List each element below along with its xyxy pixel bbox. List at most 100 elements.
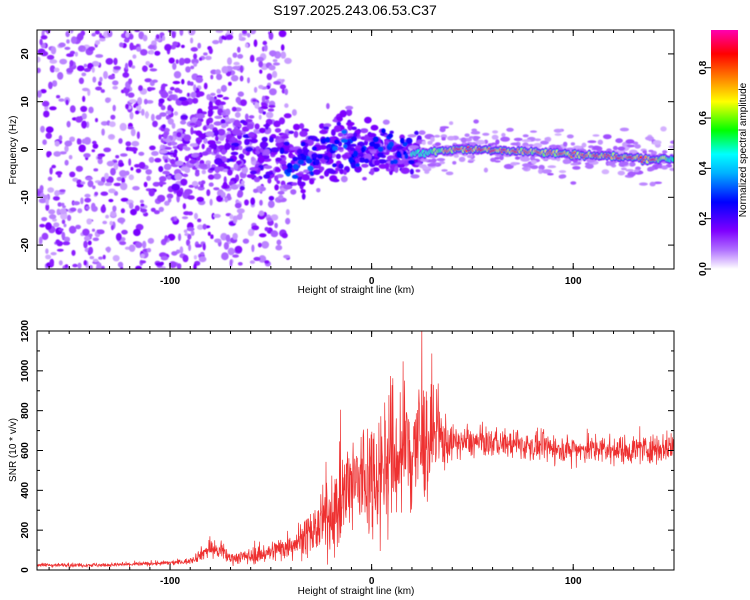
transition-speckle	[266, 111, 274, 119]
transition-speckle	[277, 190, 285, 195]
noise-speckle	[264, 260, 270, 264]
noise-speckle	[261, 95, 266, 103]
noise-speckle	[127, 92, 135, 98]
transition-speckle	[217, 128, 226, 136]
colorbar-tick-label: 0.2	[698, 211, 709, 225]
transition-speckle	[253, 188, 259, 193]
noise-speckle	[173, 71, 182, 79]
ridge-halo	[570, 181, 577, 185]
transition-speckle	[224, 142, 231, 150]
transition-peak	[292, 156, 299, 162]
noise-speckle	[272, 70, 278, 78]
transition-speckle	[171, 122, 176, 129]
noise-speckle	[201, 169, 206, 175]
transition-speckle	[234, 111, 241, 118]
noise-speckle	[167, 104, 173, 113]
noise-speckle	[125, 170, 130, 176]
noise-speckle	[210, 234, 214, 239]
noise-speckle	[128, 33, 134, 40]
noise-speckle	[221, 66, 229, 74]
noise-speckle	[268, 104, 276, 108]
ridge-halo	[494, 160, 501, 163]
transition-speckle	[319, 166, 325, 171]
noise-speckle	[84, 197, 92, 203]
noise-speckle	[96, 262, 102, 269]
noise-speckle	[115, 232, 122, 241]
noise-speckle	[205, 55, 212, 61]
ridge-inner	[671, 157, 674, 162]
noise-speckle	[247, 77, 250, 84]
transition-speckle	[191, 153, 199, 158]
noise-speckle	[50, 46, 57, 55]
noise-speckle	[178, 57, 185, 66]
noise-speckle	[261, 241, 270, 249]
transition-peak	[286, 168, 293, 173]
transition-speckle	[244, 138, 250, 146]
transition-speckle	[214, 115, 223, 120]
noise-speckle	[104, 172, 109, 180]
transition-speckle	[233, 119, 241, 127]
noise-speckle	[121, 229, 128, 235]
transition-speckle	[382, 119, 390, 125]
ridge-halo	[430, 136, 435, 142]
ridge-halo	[447, 135, 455, 141]
transition-speckle	[270, 147, 280, 153]
noise-speckle	[124, 246, 131, 250]
noise-speckle	[98, 256, 103, 260]
noise-speckle	[57, 173, 62, 178]
noise-speckle	[83, 137, 91, 145]
noise-speckle	[273, 80, 281, 85]
noise-speckle	[136, 46, 142, 52]
transition-speckle	[262, 111, 267, 115]
noise-speckle	[155, 114, 162, 120]
noise-speckle	[37, 67, 41, 74]
noise-speckle	[250, 197, 256, 206]
ridge-halo	[653, 181, 662, 185]
transition-speckle	[409, 168, 414, 175]
noise-speckle	[249, 30, 256, 35]
noise-speckle	[102, 254, 106, 260]
transition-speckle	[288, 130, 295, 134]
noise-speckle	[113, 182, 122, 187]
noise-speckle	[42, 139, 47, 145]
transition-speckle	[384, 162, 390, 170]
noise-speckle	[113, 162, 119, 171]
transition-speckle	[283, 184, 293, 190]
noise-speckle	[185, 66, 191, 73]
transition-speckle	[176, 136, 182, 141]
noise-speckle	[237, 91, 244, 97]
noise-speckle	[272, 62, 281, 66]
ridge-halo	[410, 174, 420, 179]
noise-speckle	[62, 205, 66, 209]
transition-peak	[286, 162, 293, 170]
ridge-halo	[482, 132, 490, 136]
ridge-halo	[468, 136, 474, 139]
noise-speckle	[89, 256, 95, 260]
transition-speckle	[280, 135, 289, 139]
noise-speckle	[108, 188, 116, 194]
noise-speckle	[145, 61, 151, 66]
noise-speckle	[45, 203, 50, 211]
noise-speckle	[91, 205, 98, 212]
noise-speckle	[210, 92, 216, 96]
ridge-halo	[660, 126, 667, 132]
transition-speckle	[220, 191, 226, 198]
transition-peak	[300, 154, 307, 161]
transition-speckle	[336, 116, 343, 122]
noise-speckle	[110, 114, 116, 120]
noise-speckle	[198, 181, 202, 186]
ridge-halo	[523, 165, 529, 171]
transition-speckle	[217, 166, 225, 171]
ridge-halo	[464, 133, 470, 137]
ridge-halo	[495, 139, 500, 145]
ridge-halo	[431, 158, 437, 163]
ridge-halo	[473, 119, 479, 124]
noise-speckle	[284, 57, 292, 64]
noise-speckle	[110, 167, 116, 176]
transition-speckle	[291, 182, 298, 186]
ridge-halo	[657, 164, 663, 169]
noise-speckle	[82, 87, 89, 92]
noise-speckle	[258, 84, 264, 89]
transition-speckle	[233, 163, 239, 171]
